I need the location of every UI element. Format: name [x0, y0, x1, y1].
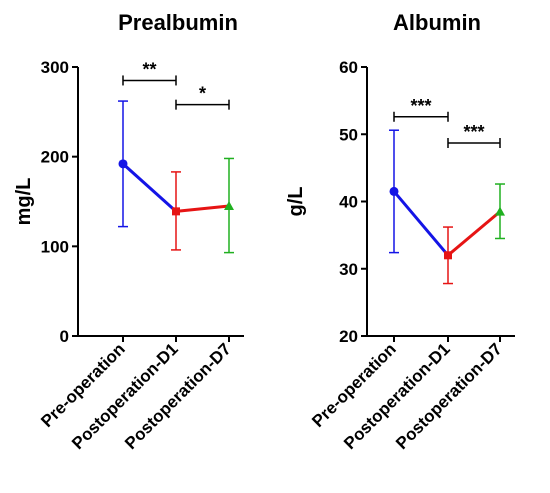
data-point [444, 251, 452, 260]
chart-title: Prealbumin [118, 10, 238, 35]
y-tick-label: 200 [41, 148, 69, 167]
albumin-chart: Albuming/L2030405060Pre-operationPostope… [285, 10, 515, 453]
y-tick-label: 50 [339, 125, 358, 144]
series-line-segment [447, 210, 501, 257]
y-axis-label: mg/L [13, 178, 35, 226]
y-tick-label: 60 [339, 58, 358, 77]
data-point [495, 206, 505, 216]
y-axis-label: g/L [285, 187, 307, 217]
data-point [172, 207, 180, 216]
prealbumin-chart: Prealbuminmg/L0100200300Pre-operationPos… [13, 10, 244, 453]
y-tick-label: 100 [41, 237, 69, 256]
y-tick-label: 30 [339, 260, 358, 279]
significance-label: *** [410, 96, 431, 116]
series-line-segment [121, 162, 178, 213]
series-line-segment [175, 204, 230, 213]
series-line-segment [392, 190, 450, 257]
data-point [118, 159, 128, 169]
chart-title: Albumin [393, 10, 481, 35]
y-tick-label: 300 [41, 58, 69, 77]
data-point [224, 200, 234, 210]
data-point [389, 186, 399, 196]
significance-label: * [199, 84, 206, 104]
y-tick-label: 0 [60, 327, 69, 346]
y-tick-label: 20 [339, 327, 358, 346]
significance-label: ** [142, 59, 156, 79]
y-tick-label: 40 [339, 193, 358, 212]
significance-label: *** [463, 122, 484, 142]
